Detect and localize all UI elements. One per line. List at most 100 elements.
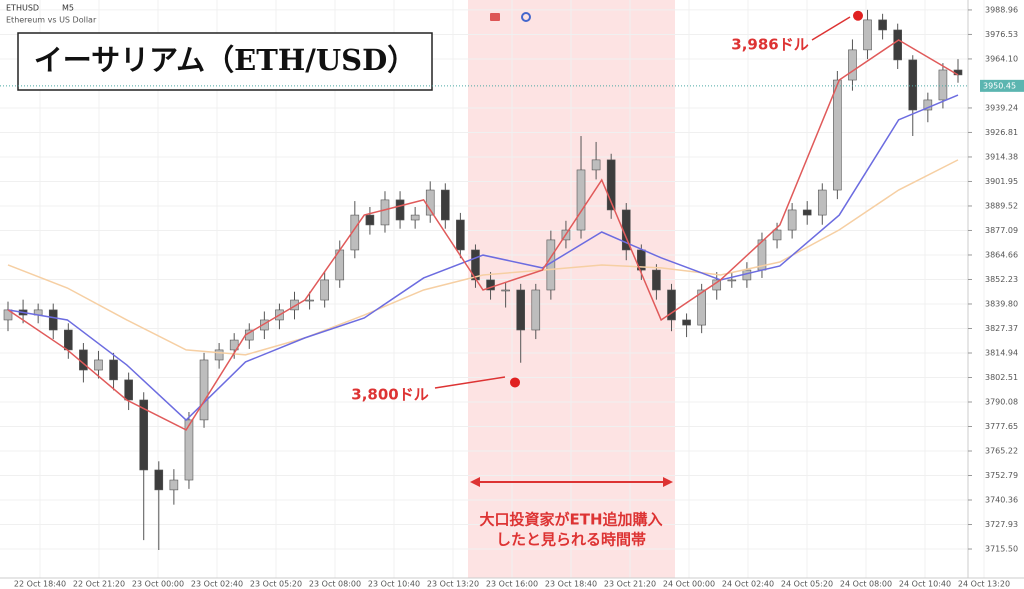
candle-body	[606, 159, 616, 211]
candle-body	[833, 79, 842, 191]
ma-line	[7, 39, 959, 431]
description: Ethereum vs US Dollar	[6, 16, 97, 25]
x-tick-label: 24 Oct 02:40	[722, 580, 774, 589]
candle-body	[229, 339, 239, 351]
y-tick-label: 3752.79	[985, 471, 1018, 480]
annotation-arrow	[434, 376, 506, 389]
y-tick-label: 3926.81	[985, 128, 1018, 137]
y-tick-label: 3790.08	[985, 397, 1018, 406]
candle-body	[878, 19, 887, 31]
annotation-dot	[510, 377, 520, 388]
y-tick-label: 3901.95	[985, 177, 1018, 186]
candle-body	[350, 214, 360, 251]
candle-body	[169, 479, 179, 491]
candle-body	[576, 169, 586, 231]
candle-body	[64, 329, 73, 351]
candle-body	[682, 319, 691, 326]
candle-body	[260, 319, 269, 331]
candle-body	[772, 229, 782, 241]
candle-body	[139, 399, 149, 471]
candle-body	[863, 19, 872, 51]
candle-body	[848, 49, 857, 81]
candle-body	[471, 249, 480, 281]
last-price-label: 3950.45	[983, 81, 1016, 90]
annotation-label: 3,800ドル	[351, 386, 428, 404]
x-tick-label: 23 Oct 10:40	[368, 580, 420, 589]
y-tick-label: 3827.37	[985, 324, 1018, 333]
marks	[3, 9, 963, 551]
y-tick-label: 3889.52	[985, 201, 1018, 210]
candle-body	[395, 199, 405, 221]
candle-body	[320, 279, 329, 301]
annotation-arrow	[811, 16, 851, 41]
x-tick-label: 24 Oct 00:00	[663, 580, 715, 589]
chart-title: イーサリアム（ETH/USD）	[34, 43, 416, 77]
ma-line	[7, 94, 959, 422]
y-tick-label: 3839.80	[985, 299, 1018, 308]
last-price-box	[980, 79, 1024, 92]
candle-body	[591, 159, 601, 171]
candle-body	[817, 189, 827, 216]
x-tick-label: 24 Oct 05:20	[781, 580, 833, 589]
candle-body	[109, 359, 118, 381]
candle-body	[425, 189, 435, 216]
candle-body	[290, 299, 299, 311]
candle-body	[79, 349, 88, 371]
y-tick-label: 3814.94	[985, 348, 1018, 357]
ma-line	[7, 159, 959, 356]
highlight-label: したと見られる時間帯	[496, 531, 646, 549]
candle-body	[184, 419, 194, 481]
candle-body	[456, 219, 465, 251]
x-tick-label: 23 Oct 05:20	[250, 580, 302, 589]
y-tick-label: 3864.66	[985, 250, 1018, 259]
candle-body	[787, 209, 797, 231]
y-tick-label: 3964.10	[985, 54, 1018, 63]
y-tick-label: 3852.23	[985, 275, 1018, 284]
candle-body	[486, 279, 495, 291]
candle-body	[94, 359, 103, 371]
y-tick-label: 3727.93	[985, 520, 1018, 529]
candle-body	[124, 379, 133, 401]
candle-body	[667, 289, 676, 321]
candle-body	[652, 269, 661, 291]
x-tick-label: 24 Oct 13:20	[958, 580, 1010, 589]
candle-body	[441, 189, 450, 221]
x-tick-label: 23 Oct 02:40	[191, 580, 243, 589]
candle-body	[154, 469, 164, 491]
y-tick-label: 3715.50	[985, 545, 1018, 554]
candle-body	[727, 279, 737, 282]
candle-body	[365, 214, 375, 226]
grid	[0, 0, 985, 578]
candle-body	[893, 29, 902, 61]
symbol[interactable]: ETHUSD	[6, 4, 39, 13]
x-tick-label: 24 Oct 08:00	[840, 580, 892, 589]
y-tick-label: 3877.09	[985, 226, 1018, 235]
candle-body	[923, 99, 933, 111]
annotation-label: 3,986ドル	[731, 36, 808, 54]
y-tick-label: 3765.22	[985, 447, 1018, 456]
x-tick-label: 23 Oct 18:40	[545, 580, 597, 589]
x-tick-label: 23 Oct 08:00	[309, 580, 361, 589]
annotation-dot	[853, 10, 863, 21]
candle-body	[938, 69, 948, 101]
candle-body	[697, 289, 706, 326]
y-tick-label: 3802.51	[985, 373, 1018, 382]
x-tick-label: 23 Oct 16:00	[486, 580, 538, 589]
x-tick-label: 23 Oct 00:00	[132, 580, 184, 589]
candle-body	[516, 289, 525, 331]
x-tick-label: 22 Oct 18:40	[14, 580, 66, 589]
icon	[490, 13, 500, 21]
timeframe[interactable]: M5	[62, 4, 74, 13]
candle-body	[199, 359, 209, 421]
x-tick-label: 22 Oct 21:20	[73, 580, 125, 589]
y-tick-label: 3914.38	[985, 152, 1018, 161]
x-tick-label: 24 Oct 10:40	[899, 580, 951, 589]
x-tick-label: 23 Oct 21:20	[604, 580, 656, 589]
candle-body	[802, 209, 812, 216]
highlight-label: 大口投資家がETH追加購入	[479, 511, 662, 529]
candle-body	[531, 289, 541, 331]
title-box	[17, 32, 433, 91]
y-tick-label: 3939.24	[985, 103, 1018, 112]
